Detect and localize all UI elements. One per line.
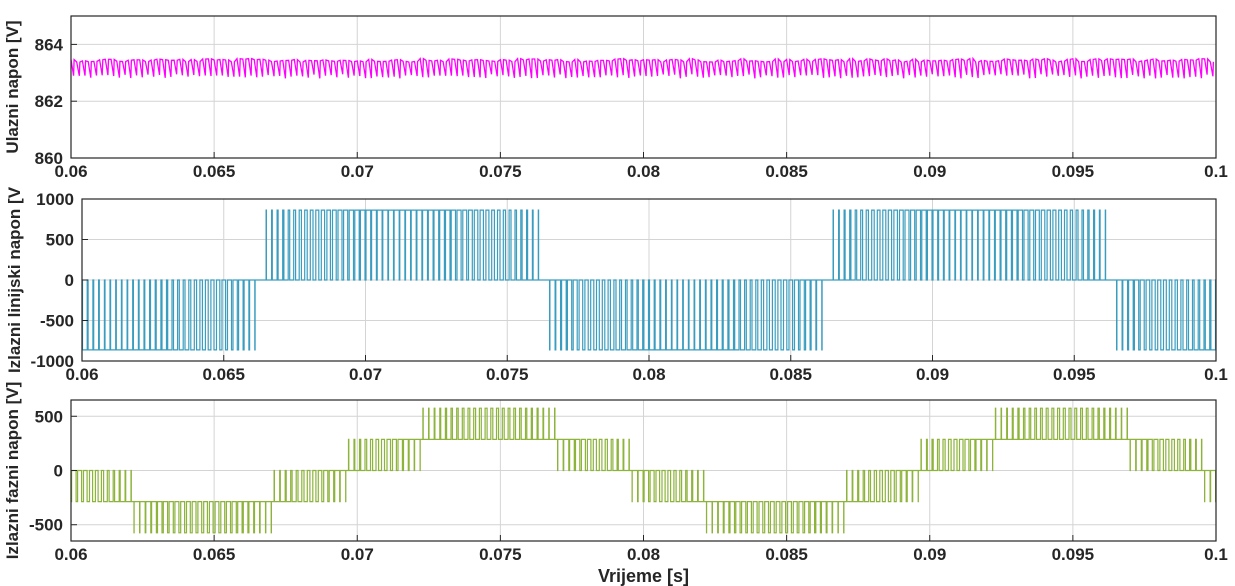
x-tick-label: 0.06 [54,162,87,181]
signal-line [70,56,1215,79]
panel-line-voltage: 0.06 0.065 0.07 0.075 0.08 0.085 0.09 0.095 0.1 -… [5,186,1228,384]
x-tick-label: 0.06 [65,365,98,384]
panel-input-voltage: 0.06 0.065 0.07 0.075 0.08 0.085 0.09 0.095 0.1 8… [3,15,1228,181]
x-tick-label: 0.085 [765,162,808,181]
y-tick-label: -500 [40,312,74,331]
x-tick-label: 0.09 [913,545,946,564]
x-tick-label: 0.07 [349,365,382,384]
y-tick-label: -1000 [31,352,74,371]
x-tick-label: 0.095 [1053,365,1096,384]
x-tick-label: 0.1 [1204,545,1228,564]
x-tick-label: 0.095 [1052,162,1095,181]
x-tick-label: 0.06 [54,545,87,564]
y-tick-label: -500 [29,516,63,535]
x-tick-label: 0.075 [479,162,522,181]
x-tick-label: 0.085 [769,365,812,384]
x-tick-label: 0.09 [916,365,949,384]
x-tick-label: 0.08 [632,365,665,384]
x-tick-label: 0.065 [202,365,245,384]
x-tick-label: 0.09 [913,162,946,181]
y-axis-label: Izlazni linijski napon [V [5,186,24,373]
x-axis-label: Vrijeme [s] [598,566,689,586]
y-axis-label: Ulazni napon [V] [3,20,22,153]
y-tick-label: 862 [35,92,63,111]
signal-line [71,407,1217,534]
signal-line [81,209,1217,351]
y-tick-label: 0 [65,271,74,290]
y-tick-label: 864 [35,35,64,54]
x-tick-label: 0.1 [1204,365,1228,384]
x-tick-label: 0.075 [479,545,522,564]
x-tick-label: 0.065 [193,162,236,181]
x-tick-label: 0.08 [627,545,660,564]
y-tick-label: 500 [46,231,74,250]
y-tick-label: 0 [54,462,63,481]
y-tick-label: 500 [35,407,63,426]
x-tick-label: 0.065 [193,545,236,564]
x-tick-label: 0.075 [486,365,529,384]
y-axis-label: Izlazni fazni napon [V] [3,382,22,560]
x-tick-label: 0.085 [765,545,808,564]
y-tick-label: 1000 [36,190,74,209]
x-tick-label: 0.095 [1052,545,1095,564]
x-tick-label: 0.07 [341,162,374,181]
y-tick-label: 860 [35,149,63,168]
x-tick-label: 0.08 [627,162,660,181]
x-tick-label: 0.07 [341,545,374,564]
panel-phase-voltage: 0.06 0.065 0.07 0.075 0.08 0.085 0.09 0.095 0.1 -… [3,382,1228,586]
x-tick-label: 0.1 [1204,162,1228,181]
